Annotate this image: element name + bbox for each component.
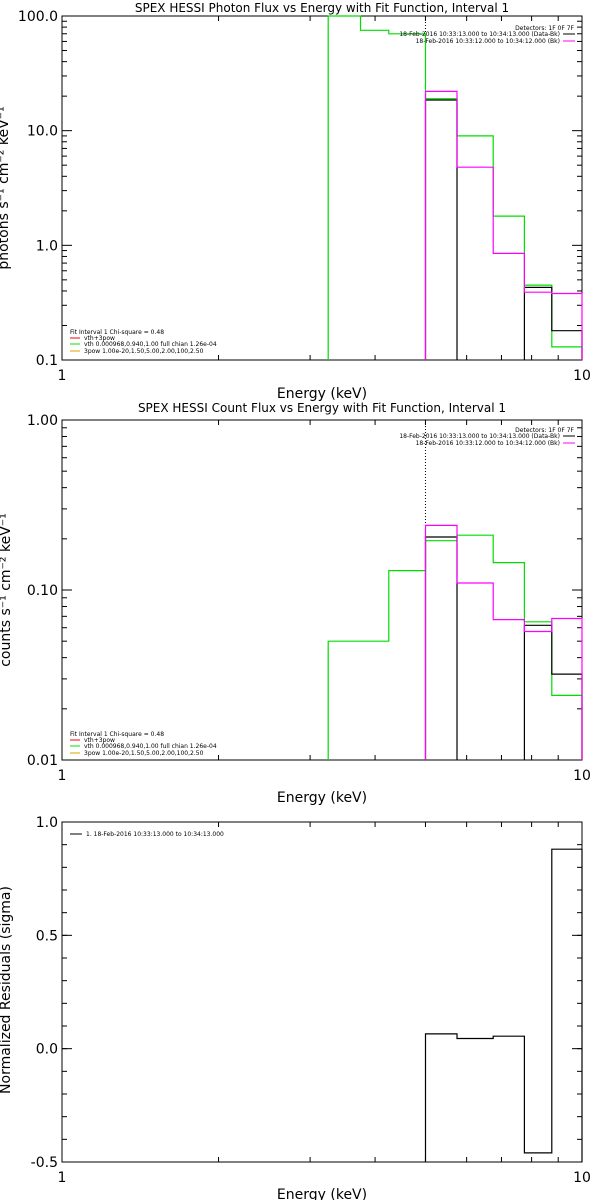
panel2-ytick-label: 1.00 — [27, 413, 58, 429]
panel1-ytick-label: 1.0 — [36, 238, 58, 254]
panel3-legend: 1. 18-Feb-2016 10:33:13.000 to 10:34:13.… — [70, 831, 224, 838]
panel3-xlabel: Energy (keV) — [277, 1187, 367, 1200]
panel1-series-0 — [327, 15, 583, 360]
panel2-frame — [61, 419, 583, 761]
panel2-detectors: Detectors: 1F 0F 7F — [515, 427, 574, 434]
panel2-legend-data: 18-Feb-2016 10:33:13.000 to 10:34:13.000… — [399, 433, 560, 440]
panel2-series-2 — [424, 524, 583, 760]
panel1-xlabel: Energy (keV) — [277, 386, 367, 402]
panel2-fit-line2: vth 0.000968,0.940,1.00 full chian 1.26e… — [84, 743, 217, 750]
panel3-ytick-label: -0.5 — [31, 1155, 58, 1171]
panel1-legend-data: 18-Feb-2016 10:33:13.000 to 10:34:13.000… — [399, 31, 560, 38]
panel1-ytick-label: 10.0 — [27, 124, 58, 140]
panel3-ytick-label: 0.5 — [36, 928, 58, 944]
panel2-fit-line1: vth+3pow — [84, 737, 115, 744]
panel2-fit-header: Fit Interval 1 Chi-square = 0.48 — [70, 731, 164, 738]
panel1-title: SPEX HESSI Photon Flux vs Energy with Fi… — [135, 1, 509, 15]
panel1-detectors: Detectors: 1F 0F 7F — [515, 25, 574, 32]
panel1-fit-line3: 3pow 1.00e-20,1.50,5.00,2.00,100,2.50 — [84, 348, 204, 355]
panel1-ytick-label: 100.0 — [18, 9, 58, 25]
panel2-xtick-label: 10 — [573, 768, 591, 784]
panel1-frame — [61, 15, 583, 361]
panel2-xlabel: Energy (keV) — [277, 790, 367, 806]
panel1-xtick-label: 10 — [573, 368, 591, 384]
panel1-legend-right: Detectors: 1F 0F 7F 18-Feb-2016 10:33:13… — [399, 25, 575, 45]
panel1-ytick-label: 0.1 — [36, 353, 58, 369]
panel3-ylabel: Normalized Residuals (sigma) — [0, 886, 14, 1094]
panel2-series-1 — [424, 536, 583, 760]
panel1-series-2 — [424, 90, 583, 360]
panel2-legend-bk: 18-Feb-2016 10:33:12.000 to 10:34:12.000… — [416, 440, 560, 447]
panel3-frame — [61, 821, 583, 1163]
panel1-series-1 — [424, 99, 583, 360]
panel1-ylabel: photons s⁻¹ cm⁻² keV⁻¹ — [0, 106, 12, 269]
panel3-legend-text: 1. 18-Feb-2016 10:33:13.000 to 10:34:13.… — [86, 831, 224, 838]
panel1-legend-left: Fit Interval 1 Chi-square = 0.48 vth+3po… — [70, 329, 217, 355]
panel3-xtick-label: 1 — [58, 1170, 67, 1186]
panel3-xtick-label: 10 — [573, 1170, 591, 1186]
panel2-ylabel: counts s⁻¹ cm⁻² keV⁻¹ — [0, 513, 14, 667]
panel2-series-0 — [327, 534, 583, 760]
panel2-legend-left: Fit Interval 1 Chi-square = 0.48 vth+3po… — [70, 731, 217, 757]
panel2-title: SPEX HESSI Count Flux vs Energy with Fit… — [138, 401, 506, 415]
panel2-xtick-label: 1 — [58, 768, 67, 784]
panel1-legend-bk: 18-Feb-2016 10:33:12.000 to 10:34:12.000… — [416, 38, 560, 45]
panel2-ytick-label: 0.10 — [27, 583, 58, 599]
panel1-fit-header: Fit Interval 1 Chi-square = 0.48 — [70, 329, 164, 336]
panel1-fit-line1: vth+3pow — [84, 335, 115, 342]
panel3-ytick-label: 1.0 — [36, 815, 58, 831]
panel2-fit-line3: 3pow 1.00e-20,1.50,5.00,2.00,100,2.50 — [84, 750, 204, 757]
panel3-series-0 — [424, 848, 583, 1162]
panel2-legend-right: Detectors: 1F 0F 7F 18-Feb-2016 10:33:13… — [399, 427, 575, 447]
panel1-xtick-label: 1 — [58, 368, 67, 384]
panel2-ytick-label: 0.01 — [27, 753, 58, 769]
panel3-ytick-label: 0.0 — [36, 1042, 58, 1058]
panel1-fit-line2: vth 0.000968,0.940,1.00 full chian 1.26e… — [84, 341, 217, 348]
